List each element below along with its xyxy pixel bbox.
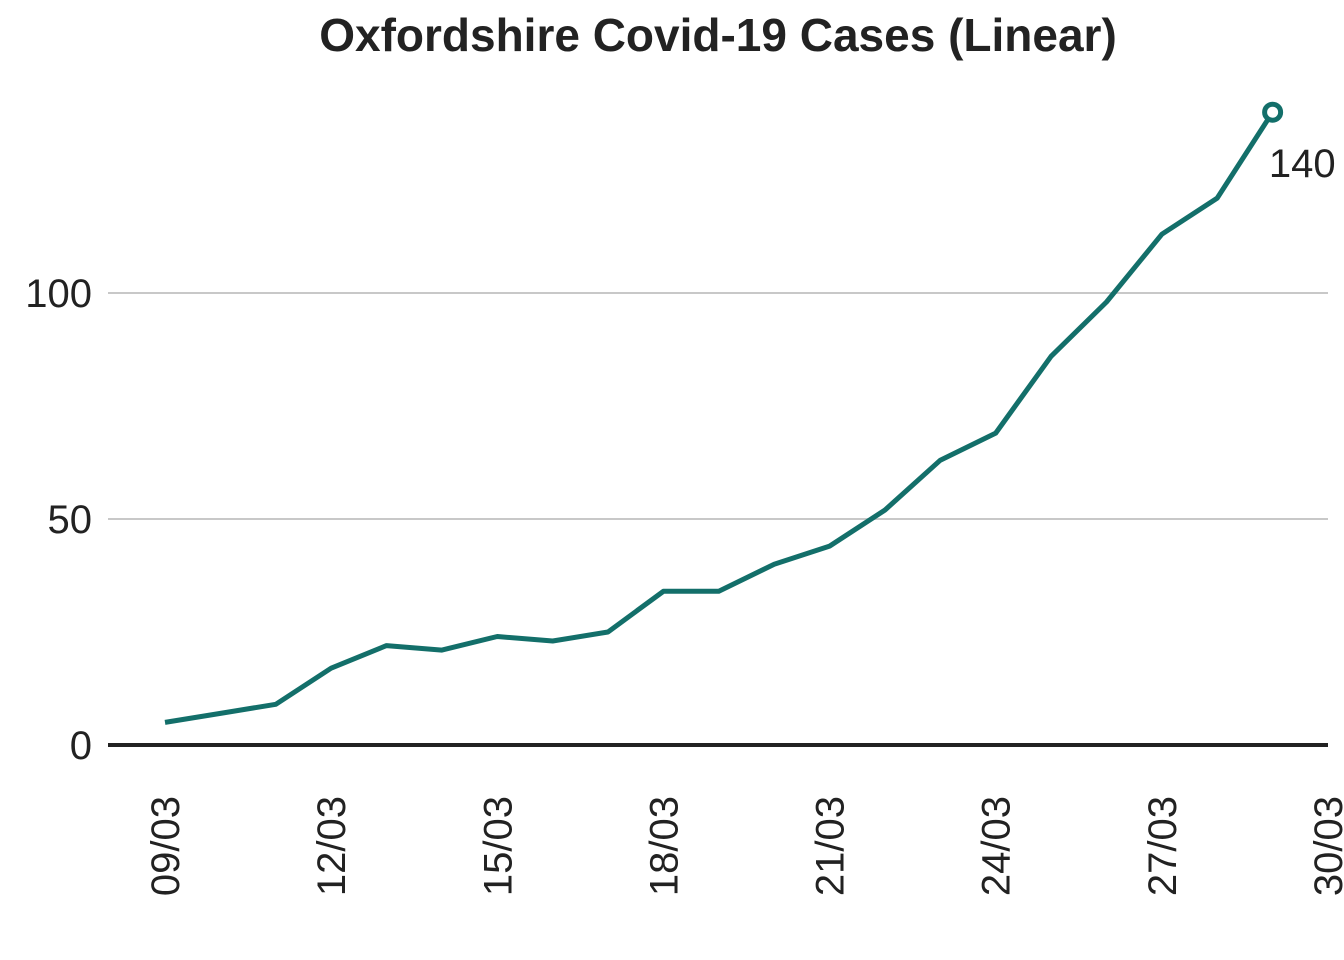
data-point-28-03 [1214, 195, 1220, 201]
data-point-13-03 [384, 643, 390, 649]
annotation-layer: 140 [1262, 101, 1336, 186]
data-point-23-03 [937, 457, 943, 463]
y-axis-tick-labels: 0 50 100 [25, 272, 92, 768]
data-point-14-03 [439, 647, 445, 653]
data-point-20-03 [771, 561, 777, 567]
chart-title: Oxfordshire Covid-19 Cases (Linear) [319, 9, 1117, 61]
data-point-10-03 [217, 710, 223, 716]
data-point-18-03 [660, 588, 666, 594]
x-tick-label-21-03: 21/03 [809, 796, 853, 896]
y-tick-label-0: 0 [70, 724, 92, 768]
x-tick-label-15-03: 15/03 [476, 796, 520, 896]
x-tick-label-18-03: 18/03 [642, 796, 686, 896]
data-point-09-03 [162, 719, 168, 725]
data-point-24-03 [993, 430, 999, 436]
data-point-26-03 [1104, 299, 1110, 305]
x-tick-label-24-03: 24/03 [975, 796, 1019, 896]
data-point-25-03 [1048, 353, 1054, 359]
end-value-label: 140 [1269, 142, 1336, 186]
y-tick-label-50: 50 [48, 498, 93, 542]
data-point-19-03 [716, 588, 722, 594]
gridlines [108, 292, 1328, 747]
data-point-11-03 [273, 701, 279, 707]
data-point-12-03 [328, 665, 334, 671]
data-point-17-03 [605, 629, 611, 635]
data-point-15-03 [494, 634, 500, 640]
data-point-22-03 [882, 507, 888, 513]
x-tick-label-09-03: 09/03 [144, 796, 188, 896]
x-tick-label-30-03: 30/03 [1307, 796, 1344, 896]
series-line-0 [164, 110, 1275, 725]
x-axis-tick-labels: 09/03 12/03 15/03 18/03 21/03 24/03 27/03 30/03 [144, 796, 1344, 896]
x-tick-label-12-03: 12/03 [310, 796, 354, 896]
end-point-marker [1262, 101, 1284, 123]
series-layer [162, 110, 1275, 725]
y-tick-label-100: 100 [25, 272, 92, 316]
data-point-16-03 [550, 638, 556, 644]
data-point-21-03 [827, 543, 833, 549]
x-tick-label-27-03: 27/03 [1141, 796, 1185, 896]
data-point-27-03 [1159, 231, 1165, 237]
